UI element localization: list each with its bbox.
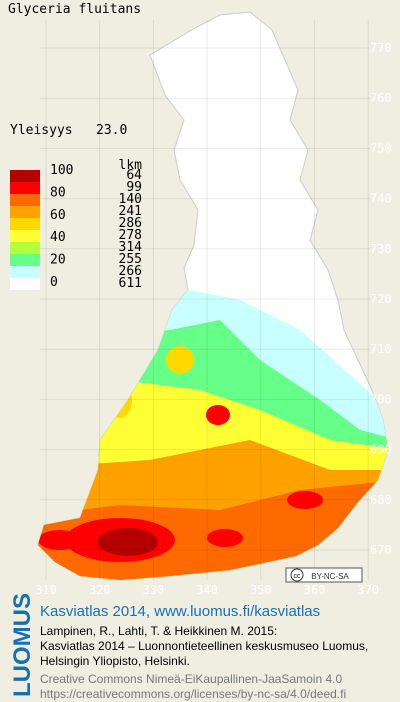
y-coordinate-label: 750 bbox=[370, 141, 392, 155]
x-coordinate-label: 320 bbox=[89, 583, 111, 597]
legend-count: 241 bbox=[119, 204, 142, 219]
hotspot bbox=[206, 405, 230, 425]
coordinate-grid: 770 760 750 740 730 720 710 700 690 680 670 310 320 3… bbox=[35, 20, 392, 597]
y-coordinate-label: 730 bbox=[370, 242, 392, 256]
citation-line: Helsingin Yliopisto, Helsinki. bbox=[40, 654, 190, 668]
x-coordinate-label: 340 bbox=[196, 583, 218, 597]
species-title: Glyceria fluitans bbox=[8, 2, 141, 17]
license-line: https://creativecommons.org/licenses/by-… bbox=[40, 687, 346, 701]
legend-swatch bbox=[10, 266, 40, 278]
legend-swatch bbox=[10, 170, 40, 182]
legend-scale-label: 40 bbox=[50, 230, 66, 245]
svg-text:cc: cc bbox=[294, 573, 302, 580]
legend-swatch bbox=[10, 242, 40, 254]
x-coordinate-label: 360 bbox=[304, 583, 326, 597]
hotspot bbox=[38, 530, 82, 550]
legend-scale-label: 20 bbox=[50, 253, 66, 268]
frequency-label: Yleisyys bbox=[10, 123, 73, 138]
legend-scale-label: 60 bbox=[50, 208, 66, 223]
y-coordinate-label: 740 bbox=[370, 192, 392, 206]
hotspot bbox=[287, 491, 323, 509]
legend-swatch bbox=[10, 194, 40, 206]
legend-count: 64 bbox=[126, 168, 142, 183]
legend-scale-label: 80 bbox=[50, 185, 66, 200]
x-coordinate-label: 370 bbox=[357, 583, 379, 597]
y-coordinate-label: 700 bbox=[370, 392, 392, 406]
y-coordinate-label: 760 bbox=[370, 91, 392, 105]
legend-swatch bbox=[10, 206, 40, 218]
legend-count: 255 bbox=[119, 252, 142, 267]
legend-swatch bbox=[10, 218, 40, 230]
legend-header: lkm bbox=[119, 158, 143, 173]
footer-headline: Kasviatlas 2014, www.luomus.fi/kasviatla… bbox=[40, 603, 320, 620]
legend-swatch bbox=[10, 254, 40, 266]
x-coordinate-label: 310 bbox=[35, 583, 57, 597]
y-coordinate-label: 690 bbox=[370, 443, 392, 457]
y-coordinate-label: 710 bbox=[370, 342, 392, 356]
y-coordinate-label: 670 bbox=[370, 543, 392, 557]
x-coordinate-label: 330 bbox=[143, 583, 165, 597]
frequency-value: 23.0 bbox=[96, 123, 127, 138]
hotspot bbox=[166, 346, 194, 374]
legend-count: 266 bbox=[119, 264, 142, 279]
legend-count: 140 bbox=[119, 192, 142, 207]
legend-count: 99 bbox=[126, 180, 142, 195]
y-coordinate-label: 770 bbox=[370, 41, 392, 55]
x-coordinate-label: 350 bbox=[250, 583, 272, 597]
y-coordinate-label: 680 bbox=[370, 493, 392, 507]
y-coordinate-label: 720 bbox=[370, 292, 392, 306]
legend-swatch bbox=[10, 182, 40, 194]
legend-count: 278 bbox=[119, 228, 142, 243]
legend-count: 314 bbox=[119, 240, 143, 255]
hotspot bbox=[98, 528, 158, 556]
hotspot bbox=[207, 529, 243, 547]
legend-swatch bbox=[10, 278, 40, 290]
license-line: Creative Commons Nimeä-EiKaupallinen-Jaa… bbox=[40, 672, 342, 686]
legend-scale-label: 0 bbox=[50, 275, 58, 290]
logo: LUOMUS bbox=[9, 593, 36, 697]
legend-count: 286 bbox=[119, 216, 142, 231]
legend-scale-label: 100 bbox=[50, 163, 73, 178]
license-badge-text: BY-NC-SA bbox=[311, 572, 349, 581]
license-badge: cc BY-NC-SA bbox=[285, 567, 363, 583]
legend-swatch bbox=[10, 230, 40, 242]
citation-line: Lampinen, R., Lahti, T. & Heikkinen M. 2… bbox=[40, 624, 277, 638]
legend-count: 611 bbox=[119, 276, 142, 291]
citation-line: Kasviatlas 2014 – Luonnontieteellinen ke… bbox=[40, 639, 368, 653]
hotspot bbox=[108, 382, 132, 418]
